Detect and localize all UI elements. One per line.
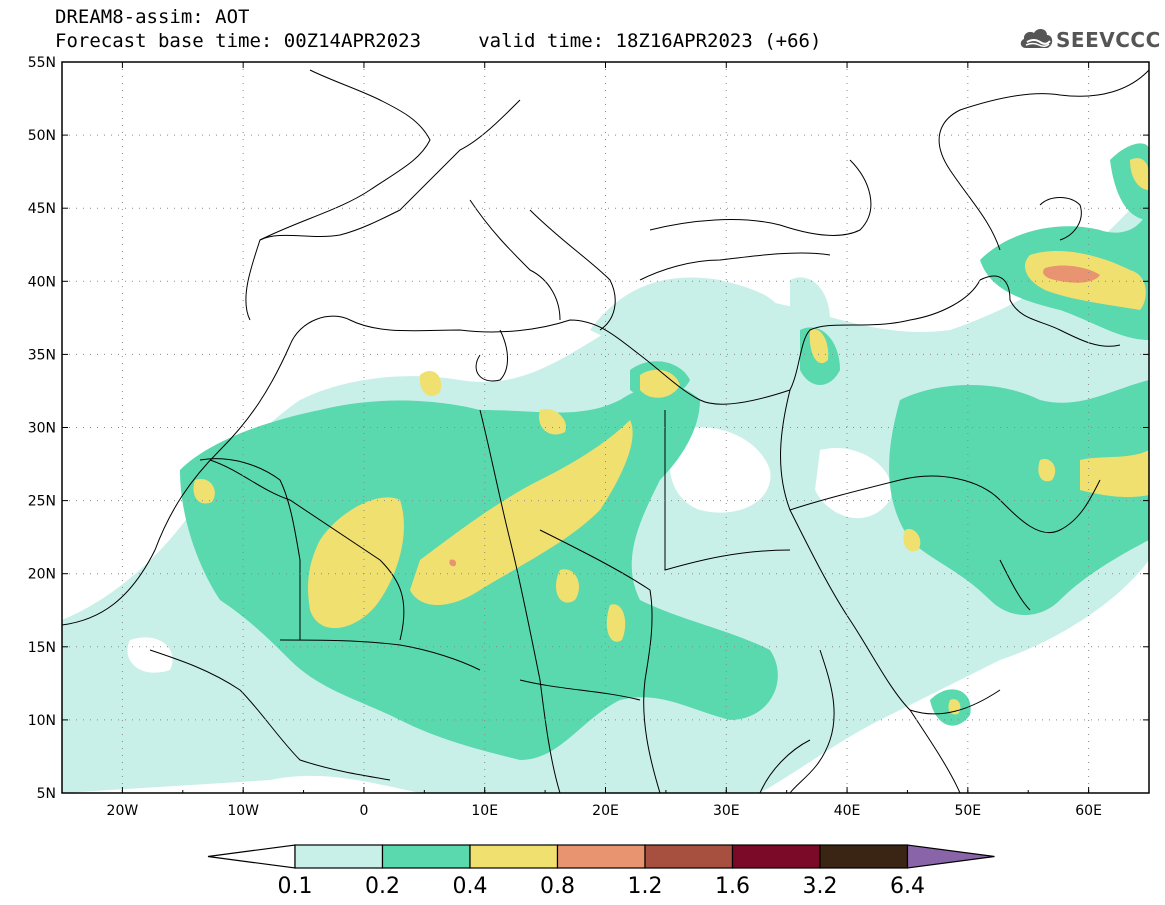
colorbar-label: 0.8 [540,874,575,899]
colorbar-segment [819,844,909,869]
colorbar-segment [556,844,646,869]
lon-label: 50E [954,803,981,819]
colorbar-segment [731,844,821,869]
colorbar-segment [381,844,471,869]
lat-label: 50N [28,128,56,144]
coastlines [62,69,1149,793]
lat-label: 40N [28,274,56,290]
colorbar-segment [469,844,559,869]
colorbar-segment [294,844,384,869]
map-subtitle-times: Forecast base time: 00Z14APR2023 valid t… [55,30,822,52]
colorbar-high-arrow [906,844,995,869]
axis-ticks [61,61,1150,794]
colorbar-labels: 0.1 0.2 0.4 0.8 1.2 1.6 3.2 6.4 [278,874,926,899]
lat-label: 15N [28,640,56,656]
lat-label: 55N [28,55,56,71]
aot-field [62,143,1149,793]
colorbar-low-arrow [207,844,296,869]
colorbar-label: 0.2 [365,874,400,899]
lon-label: 20E [592,803,619,819]
lat-label: 35N [28,347,56,363]
lat-label: 5N [37,786,56,802]
lon-label: 10W [227,803,259,819]
lon-label: 40E [834,803,861,819]
seevccc-logo: SEEVCCC [1018,24,1161,56]
colorbar-label: 6.4 [890,874,925,899]
lat-label: 10N [28,713,56,729]
map-title: DREAM8-assim: AOT [55,6,250,28]
lon-label: 0 [359,803,368,819]
colorbar-label: 1.6 [715,874,750,899]
lat-label: 30N [28,421,56,437]
lon-label: 30E [713,803,740,819]
cloud-icon [1020,29,1053,48]
lon-label: 10E [471,803,498,819]
lat-label: 45N [28,201,56,217]
logo-text: SEEVCCC [1056,28,1161,52]
lat-label: 25N [28,494,56,510]
colorbar-label: 0.4 [453,874,488,899]
colorbar-segment [644,844,734,869]
longitude-labels: 20W 10W 0 10E 20E 30E 40E 50E 60E [107,803,1102,819]
lon-label: 60E [1075,803,1102,819]
colorbar-label: 0.1 [278,874,313,899]
colorbar [207,844,995,869]
latitude-labels: 5N 10N 15N 20N 25N 30N 35N 40N 45N 50N 55N [28,55,56,802]
graticule [62,62,1149,793]
colorbar-label: 3.2 [803,874,838,899]
colorbar-label: 1.2 [628,874,663,899]
lon-label: 20W [107,803,139,819]
lat-label: 20N [28,567,56,583]
